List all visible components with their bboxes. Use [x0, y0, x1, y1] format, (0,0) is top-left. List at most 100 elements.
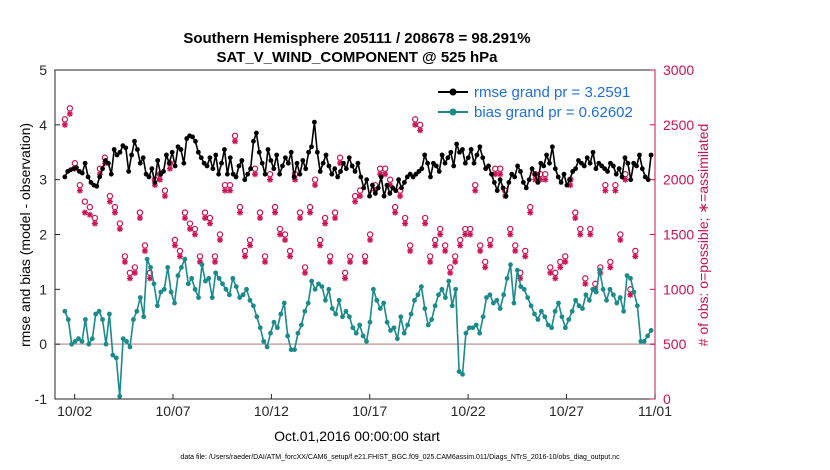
rmse-point — [100, 166, 105, 172]
rmse-point — [149, 166, 155, 172]
obs-assimilated-point — [417, 127, 424, 134]
obs-assimilated-point — [487, 242, 494, 249]
rmse-point — [512, 174, 518, 180]
bias-point — [436, 292, 441, 298]
x-axis-label: Oct.01,2016 00:00:00 start — [274, 428, 440, 444]
rmse-point — [419, 166, 425, 172]
obs-assimilated-point — [612, 187, 619, 194]
bias-point — [580, 306, 585, 311]
rmse-point — [639, 166, 645, 172]
bias-point — [264, 344, 270, 350]
rmse-point — [271, 166, 277, 172]
bias-point — [322, 297, 328, 303]
obs-assimilated-point — [602, 187, 609, 194]
rmse-point — [439, 152, 445, 158]
bias-point — [542, 314, 548, 320]
bias-point — [346, 314, 352, 320]
rmse-point — [448, 149, 454, 155]
bias-point — [521, 286, 527, 292]
bias-point — [641, 339, 647, 344]
bias-point — [326, 286, 332, 292]
rmse-point — [314, 149, 320, 155]
bias-point — [497, 306, 503, 311]
bias-point — [281, 300, 287, 306]
bias-point — [72, 339, 78, 344]
bias-point — [439, 286, 445, 292]
rmse-point — [645, 177, 651, 183]
bias-point — [336, 297, 342, 303]
obs-assimilated-point — [427, 258, 434, 265]
left-y-tick-label: 5 — [39, 62, 47, 78]
bias-point — [137, 295, 143, 300]
rmse-point — [486, 163, 491, 169]
rmse-point — [547, 160, 552, 166]
obs-assimilated-point — [307, 209, 314, 216]
obs-assimilated-point — [627, 291, 634, 298]
rmse-point — [460, 147, 465, 152]
bias-point — [93, 311, 99, 317]
rmse-point — [462, 160, 468, 166]
obs-assimilated-point — [176, 253, 183, 260]
bias-point — [213, 270, 219, 276]
rmse-point — [349, 163, 355, 169]
rmse-point — [346, 155, 352, 161]
obs-assimilated-point — [302, 269, 309, 276]
bias-point — [528, 303, 534, 309]
obs-assimilated-point — [171, 242, 178, 249]
rmse-point — [613, 171, 619, 177]
rmse-point — [155, 158, 161, 163]
bias-point — [508, 262, 513, 268]
rmse-point — [648, 152, 654, 158]
bias-point — [367, 319, 373, 325]
bias-point — [607, 286, 613, 292]
rmse-point — [628, 177, 634, 183]
rmse-point — [297, 171, 303, 177]
obs-assimilated-point — [166, 165, 173, 172]
bias-point — [278, 311, 284, 317]
rmse-point — [573, 166, 579, 172]
bias-point — [586, 297, 592, 303]
rmse-point — [320, 160, 326, 166]
rmse-point — [137, 160, 143, 166]
bias-point — [357, 322, 363, 328]
obs-assimilated-point — [407, 247, 414, 254]
rmse-point — [129, 152, 134, 158]
rmse-point — [227, 155, 233, 161]
rmse-point — [387, 190, 393, 196]
bias-point — [487, 292, 493, 298]
rmse-point — [468, 147, 474, 152]
rmse-point — [489, 171, 494, 177]
bias-point — [274, 325, 280, 331]
bias-point — [165, 265, 171, 270]
bias-point — [220, 281, 225, 287]
bias-point — [559, 314, 565, 320]
bias-point — [154, 303, 160, 309]
bias-point — [76, 336, 81, 342]
obs-assimilated-point — [457, 242, 464, 249]
obs-assimilated-point — [297, 215, 304, 222]
bias-point — [141, 314, 147, 320]
bias-point — [593, 289, 599, 295]
rmse-point — [285, 160, 291, 166]
bias-point — [353, 330, 359, 336]
bias-point — [621, 308, 627, 314]
bias-point — [199, 262, 205, 268]
obs-assimilated-point — [126, 275, 133, 282]
obs-assimilated-point — [527, 209, 534, 216]
bias-point — [511, 300, 517, 306]
bias-point — [124, 339, 129, 344]
obs-assimilated-point — [282, 236, 289, 243]
bias-point — [319, 284, 325, 289]
obs-assimilated-point — [241, 253, 248, 260]
obs-assimilated-point — [337, 160, 344, 167]
rmse-point — [117, 149, 123, 155]
obs-assimilated-point — [482, 264, 489, 271]
bias-point — [83, 317, 88, 322]
rmse-point — [471, 160, 477, 166]
obs-assimilated-point — [181, 215, 188, 222]
obs-assimilated-point — [226, 187, 233, 194]
bias-point — [634, 303, 640, 309]
rmse-point — [372, 190, 378, 196]
rmse-point — [262, 171, 268, 177]
